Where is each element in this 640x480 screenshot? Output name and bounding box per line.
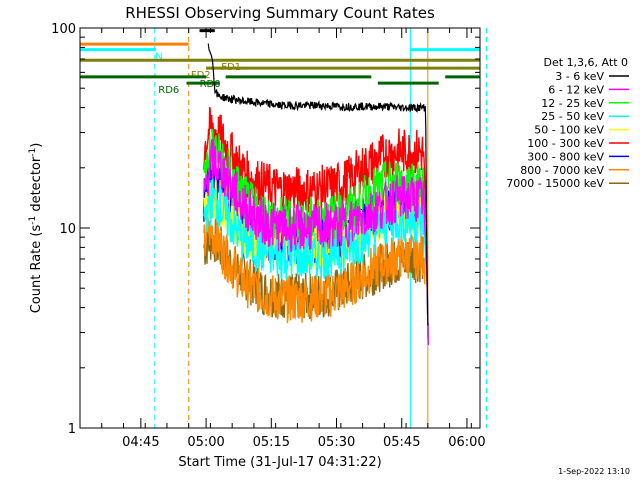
y-axis-label: Count Rate (s-1 detector-1)	[28, 143, 44, 314]
legend-entry-label: 7000 - 15000 keV	[506, 177, 604, 190]
y-axis-label-sup2: -1	[28, 148, 38, 157]
legend-entry-label: 12 - 25 keV	[541, 97, 604, 110]
series-line	[203, 178, 429, 346]
legend-entry-label: 300 - 800 keV	[527, 150, 604, 163]
x-tick-label: 06:00	[448, 435, 485, 450]
y-axis-label-end: )	[29, 143, 44, 148]
date-stamp: 1-Sep-2022 13:10	[558, 467, 630, 476]
x-tick-label: 05:15	[253, 435, 290, 450]
legend-entry-label: 6 - 12 keV	[548, 83, 604, 96]
flag-label: N	[155, 52, 162, 63]
legend-entry-label: 50 - 100 keV	[534, 124, 604, 137]
y-axis-label-main: Count Rate (s	[29, 225, 44, 314]
x-axis-label: Start Time (31-Jul-17 04:31:22)	[178, 455, 381, 470]
legend-entry-label: 800 - 7000 keV	[520, 164, 604, 177]
x-tick-label: 05:30	[318, 435, 355, 450]
legend-entry-label: 100 - 300 keV	[527, 137, 604, 150]
y-axis-label-sup: -1	[28, 216, 38, 225]
flag-label: RD6	[158, 85, 179, 96]
y-tick-label: 1	[68, 422, 76, 437]
plot-area: NFD1FD2RD0RD6	[80, 28, 488, 428]
x-tick-label: 05:45	[383, 435, 420, 450]
series-line	[203, 138, 429, 346]
x-tick-label: 05:00	[187, 435, 224, 450]
series-line	[207, 43, 429, 326]
axes: 1 10 100 04:45 05:00 05:15 05:30 05:45 06:00	[51, 22, 486, 450]
y-tick-label: 10	[59, 222, 76, 237]
y-tick-label: 100	[51, 22, 76, 37]
x-tick-label: 04:45	[122, 435, 159, 450]
legend-entry-label: 3 - 6 keV	[555, 70, 604, 83]
legend-entry-label: 25 - 50 keV	[541, 110, 604, 123]
y-axis-label-tail: detector	[29, 156, 44, 216]
chart-title: RHESSI Observing Summary Count Rates	[125, 4, 435, 22]
legend-header: Det 1,3,6, Att 0	[544, 56, 628, 69]
